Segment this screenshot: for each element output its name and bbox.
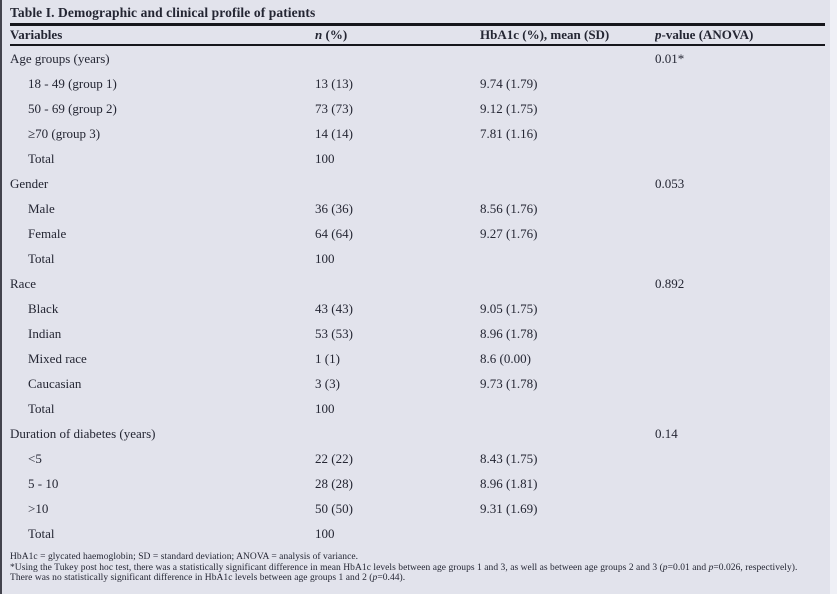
footnote-significance: *Using the Tukey post hoc test, there wa… (10, 563, 822, 584)
cell-variable: Black (28, 300, 59, 316)
footnote-p-italic: p (372, 573, 378, 583)
footnote-text-segment: =0.44). (377, 573, 406, 583)
table-row: Indian 53 (53) 8.96 (1.78) (10, 321, 825, 346)
header-p-rest: -value (ANOVA) (661, 27, 754, 42)
cell-p: 0.01* (655, 50, 685, 66)
cell-hba1c: 8.96 (1.81) (480, 475, 538, 491)
cell-hba1c: 8.56 (1.76) (480, 200, 538, 216)
cell-variable: Race (10, 275, 36, 291)
cell-p: 0.892 (655, 275, 685, 291)
page-left-edge (0, 0, 2, 594)
column-header-p-value: p-value (ANOVA) (655, 27, 825, 43)
footnote-p-italic: p (708, 562, 714, 573)
table-row: 5 - 10 28 (28) 8.96 (1.81) (10, 471, 825, 496)
table-title: Table I. Demographic and clinical profil… (10, 5, 316, 20)
cell-variable: Gender (10, 175, 49, 191)
cell-variable: Total (28, 150, 55, 166)
table-row: Female 64 (64) 9.27 (1.76) (10, 221, 825, 246)
table-row: Total 100 (10, 396, 825, 421)
cell-variable: Duration of diabetes (years) (10, 425, 156, 441)
cell-variable: Total (28, 400, 55, 416)
cell-variable: Total (28, 525, 55, 541)
table-row: Total 100 (10, 146, 825, 171)
cell-n: 36 (36) (315, 200, 353, 216)
cell-n: 64 (64) (315, 225, 353, 241)
table-row: Gender 0.053 (10, 171, 825, 196)
cell-variable: <5 (28, 450, 42, 466)
cell-hba1c: 9.31 (1.69) (480, 500, 538, 516)
table-row: Race 0.892 (10, 271, 825, 296)
cell-variable: >10 (28, 500, 49, 516)
table-row: <5 22 (22) 8.43 (1.75) (10, 446, 825, 471)
cell-n: 14 (14) (315, 125, 353, 141)
cell-variable: Indian (28, 325, 62, 341)
column-header-n-percent: n (%) (315, 27, 480, 43)
table-row: Total 100 (10, 521, 825, 546)
cell-n: 1 (1) (315, 350, 340, 366)
title-rule (10, 23, 825, 26)
cell-n: 28 (28) (315, 475, 353, 491)
cell-p: 0.14 (655, 425, 678, 441)
cell-n: 50 (50) (315, 500, 353, 516)
footnote-text-segment: =0.026, respectively). There was no stat… (10, 562, 798, 584)
table-row: Caucasian 3 (3) 9.73 (1.78) (10, 371, 825, 396)
demographics-table: Table I. Demographic and clinical profil… (10, 0, 825, 584)
cell-variable: 50 - 69 (group 2) (28, 100, 117, 116)
table-header-row: Variables n (%) HbA1c (%), mean (SD) p-v… (10, 26, 825, 44)
cell-hba1c: 9.27 (1.76) (480, 225, 538, 241)
table-row: Mixed race 1 (1) 8.6 (0.00) (10, 346, 825, 371)
cell-variable: Male (28, 200, 55, 216)
header-rule (10, 44, 825, 46)
footnote-text-segment: *Using the Tukey post hoc test, there wa… (10, 562, 663, 573)
cell-variable: Total (28, 250, 55, 266)
page-right-edge (830, 0, 837, 594)
table-row: Male 36 (36) 8.56 (1.76) (10, 196, 825, 221)
cell-n: 100 (315, 400, 335, 416)
cell-variable: Age groups (years) (10, 50, 110, 66)
cell-hba1c: 9.74 (1.79) (480, 75, 538, 91)
cell-hba1c: 8.96 (1.78) (480, 325, 538, 341)
cell-variable: Mixed race (28, 350, 87, 366)
table-row: 50 - 69 (group 2) 73 (73) 9.12 (1.75) (10, 96, 825, 121)
cell-n: 73 (73) (315, 100, 353, 116)
cell-hba1c: 9.05 (1.75) (480, 300, 538, 316)
cell-n: 43 (43) (315, 300, 353, 316)
cell-hba1c: 7.81 (1.16) (480, 125, 538, 141)
footnote-text-segment: =0.01 and (667, 562, 709, 573)
cell-hba1c: 9.12 (1.75) (480, 100, 538, 116)
cell-p: 0.053 (655, 175, 685, 191)
cell-n: 100 (315, 250, 335, 266)
cell-variable: Caucasian (28, 375, 82, 391)
table-footnotes: HbA1c = glycated haemoglobin; SD = stand… (10, 552, 825, 584)
column-header-hba1c: HbA1c (%), mean (SD) (480, 27, 610, 42)
header-n-rest: (%) (322, 27, 348, 42)
footnote-p-italic: p (662, 562, 668, 573)
table-row: >10 50 (50) 9.31 (1.69) (10, 496, 825, 521)
header-n-italic: n (315, 27, 323, 42)
header-p-italic: p (655, 27, 662, 42)
cell-n: 100 (315, 150, 335, 166)
table-row: Age groups (years) 0.01* (10, 46, 825, 71)
cell-n: 22 (22) (315, 450, 353, 466)
cell-variable: 5 - 10 (28, 475, 59, 491)
table-row: ≥70 (group 3) 14 (14) 7.81 (1.16) (10, 121, 825, 146)
cell-hba1c: 8.6 (0.00) (480, 350, 531, 366)
column-header-variables: Variables (10, 27, 63, 42)
cell-n: 100 (315, 525, 335, 541)
cell-variable: ≥70 (group 3) (28, 125, 101, 141)
cell-variable: Female (28, 225, 67, 241)
cell-variable: 18 - 49 (group 1) (28, 75, 117, 91)
table-row: 18 - 49 (group 1) 13 (13) 9.74 (1.79) (10, 71, 825, 96)
cell-n: 53 (53) (315, 325, 353, 341)
table-row: Duration of diabetes (years) 0.14 (10, 421, 825, 446)
table-row: Total 100 (10, 246, 825, 271)
cell-hba1c: 8.43 (1.75) (480, 450, 538, 466)
cell-hba1c: 9.73 (1.78) (480, 375, 538, 391)
footnote-abbreviations: HbA1c = glycated haemoglobin; SD = stand… (10, 552, 359, 562)
cell-n: 3 (3) (315, 375, 340, 391)
table-body: Age groups (years) 0.01* 18 - 49 (group … (10, 46, 825, 546)
table-row: Black 43 (43) 9.05 (1.75) (10, 296, 825, 321)
cell-n: 13 (13) (315, 75, 353, 91)
